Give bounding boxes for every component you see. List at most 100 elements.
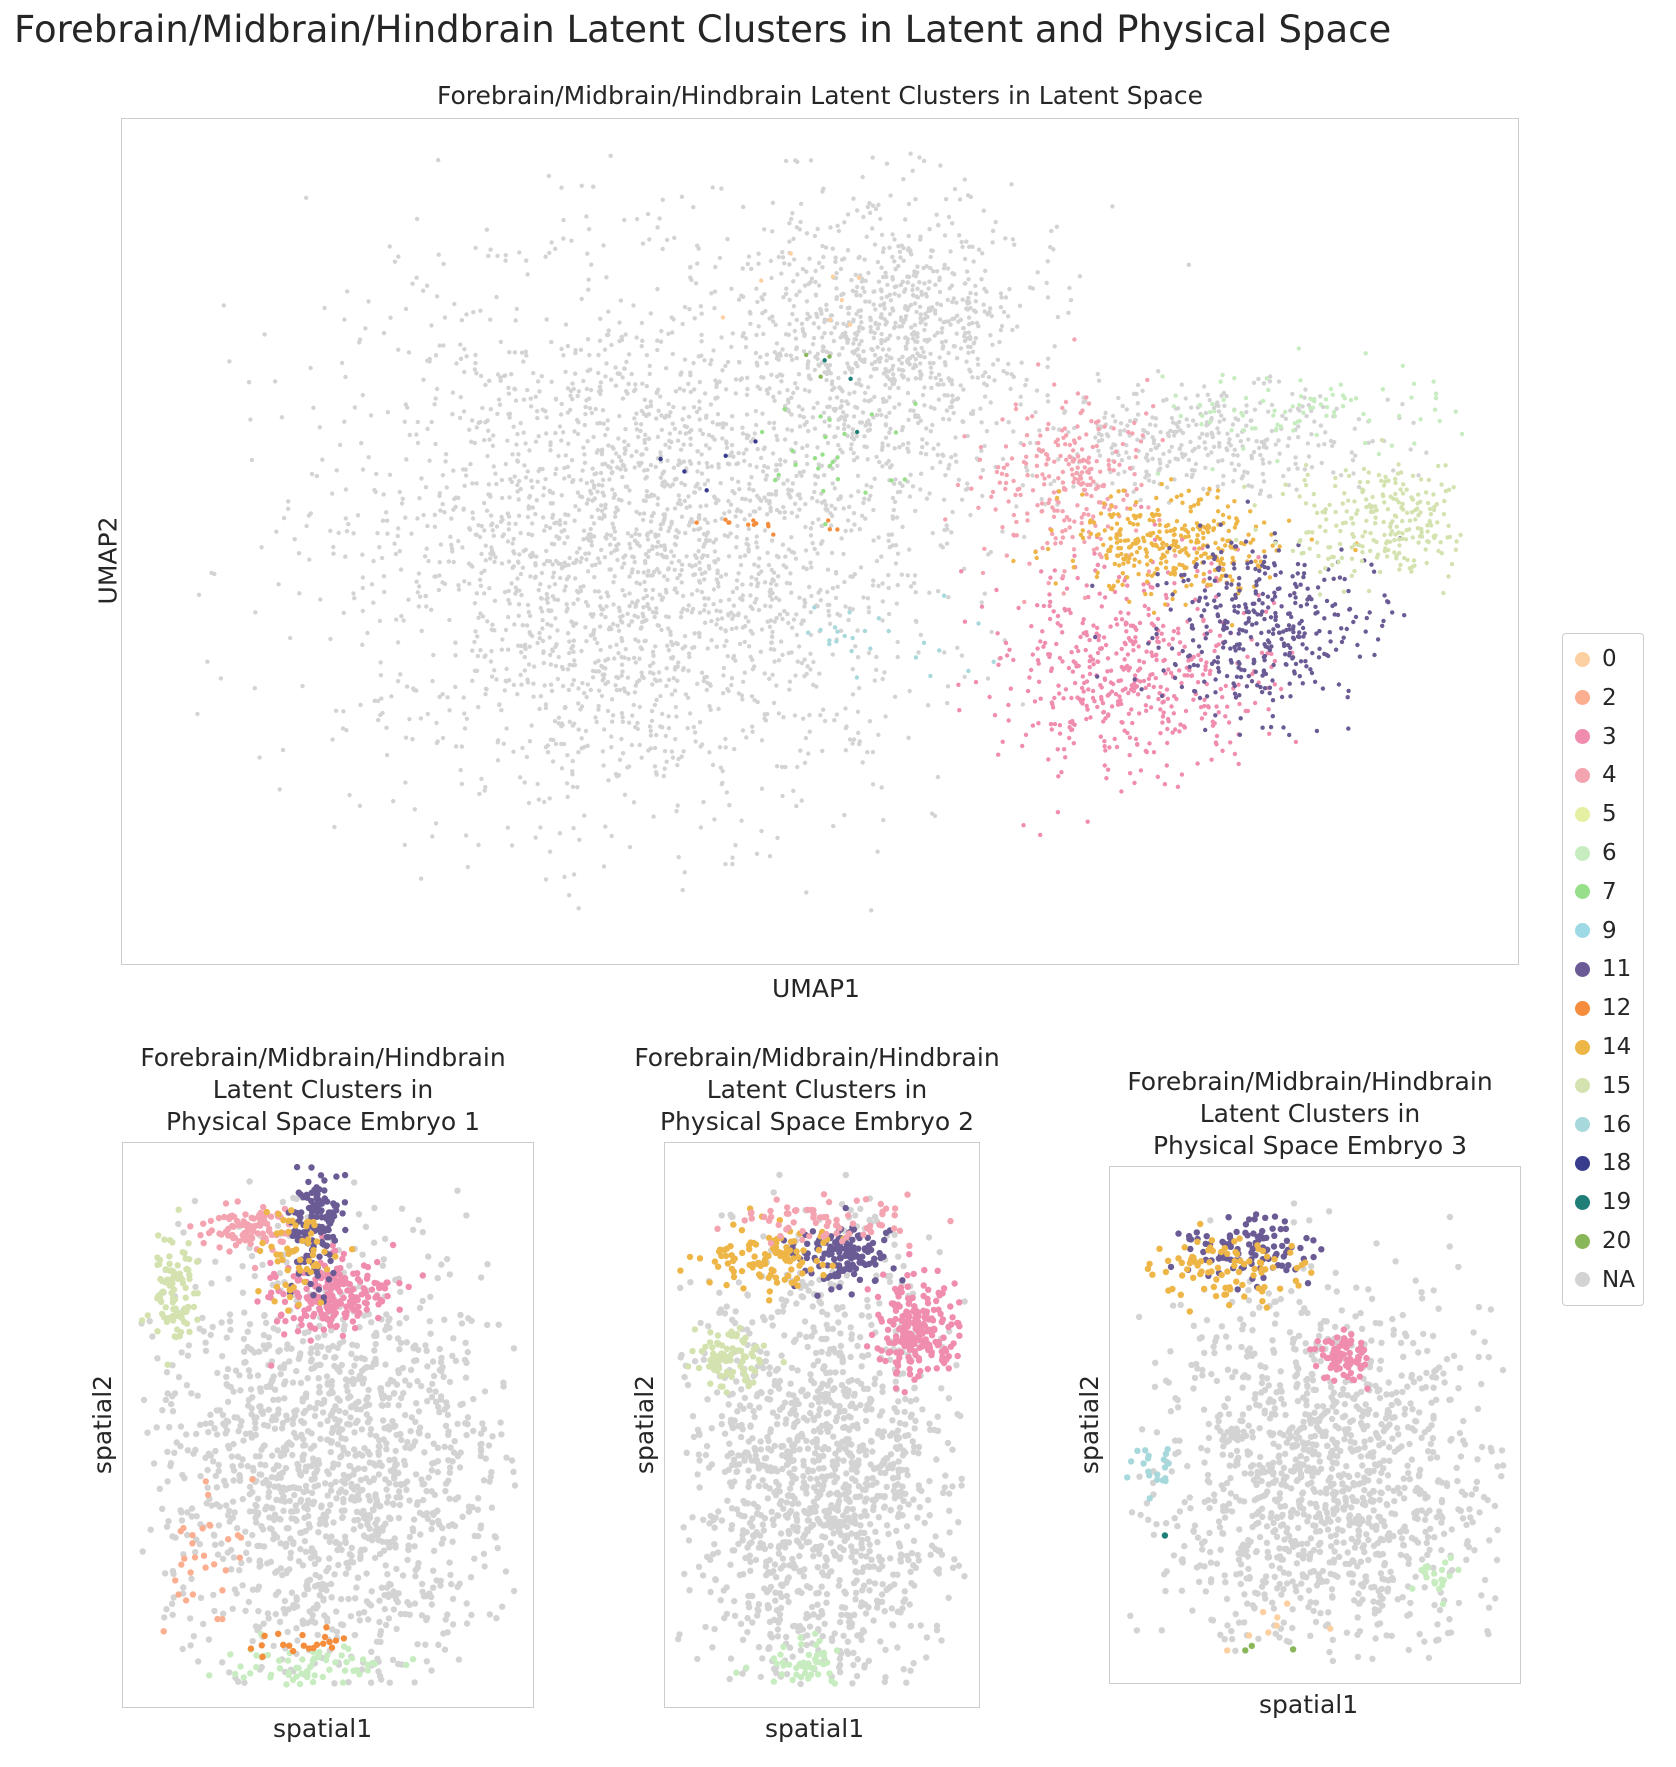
- data-point: [762, 528, 768, 533]
- data-point: [1194, 550, 1200, 555]
- data-point: [554, 534, 559, 539]
- data-point: [1249, 418, 1254, 423]
- data-point: [800, 407, 805, 412]
- data-point: [572, 518, 577, 523]
- data-point: [1257, 445, 1262, 451]
- data-point: [1170, 636, 1176, 642]
- data-point: [564, 781, 570, 786]
- data-point: [949, 283, 955, 288]
- data-point: [1011, 532, 1016, 537]
- data-point: [794, 292, 799, 298]
- data-point: [424, 546, 429, 551]
- data-point: [834, 271, 839, 276]
- data-point: [872, 330, 877, 336]
- data-point: [544, 431, 549, 436]
- data-point: [1271, 627, 1276, 632]
- data-point: [1097, 591, 1102, 596]
- data-point: [536, 797, 542, 802]
- data-point: [1048, 575, 1053, 580]
- data-point: [492, 628, 497, 633]
- data-point: [437, 343, 442, 348]
- data-point: [945, 297, 950, 303]
- data-point: [610, 719, 615, 724]
- data-point: [835, 611, 840, 617]
- data-point: [1225, 504, 1231, 509]
- data-point: [897, 445, 902, 450]
- data-point: [1304, 602, 1310, 607]
- data-point: [589, 514, 594, 519]
- data-point: [603, 658, 608, 663]
- data-point: [366, 299, 371, 304]
- data-point: [627, 541, 632, 547]
- data-point: [924, 264, 929, 269]
- data-point: [824, 377, 829, 383]
- data-point: [797, 595, 802, 600]
- data-point: [1101, 501, 1107, 506]
- data-point: [1137, 559, 1142, 565]
- data-point: [938, 460, 943, 465]
- data-point: [563, 369, 568, 374]
- data-point: [205, 659, 210, 664]
- data-point: [679, 567, 684, 573]
- data-point: [1053, 581, 1058, 586]
- data-point: [482, 528, 487, 533]
- data-point: [833, 595, 839, 601]
- data-point: [935, 774, 941, 780]
- data-point: [783, 459, 788, 464]
- data-point: [747, 309, 753, 315]
- data-point: [471, 310, 476, 315]
- data-point: [768, 505, 773, 511]
- data-point: [754, 534, 759, 539]
- data-point: [976, 505, 981, 510]
- data-point: [781, 295, 786, 300]
- data-point: [643, 588, 648, 593]
- data-point: [913, 357, 918, 362]
- scatter-canvas: [195, 151, 1465, 913]
- data-point: [1293, 600, 1298, 606]
- data-point: [787, 679, 793, 684]
- data-point: [701, 799, 706, 805]
- data-point: [556, 654, 561, 660]
- data-point: [683, 431, 688, 436]
- data-point: [559, 346, 564, 352]
- data-point: [1353, 453, 1358, 458]
- data-point: [790, 357, 795, 362]
- data-point: [494, 294, 499, 300]
- data-point: [649, 492, 654, 497]
- data-point: [1143, 547, 1148, 552]
- data-point: [754, 422, 759, 428]
- data-point: [1139, 687, 1144, 692]
- data-point: [724, 638, 729, 644]
- data-point: [985, 676, 991, 681]
- data-point: [905, 390, 911, 396]
- data-point: [397, 489, 402, 495]
- data-point: [1220, 537, 1225, 542]
- data-point: [625, 531, 631, 536]
- data-point: [950, 299, 955, 305]
- data-point: [892, 291, 897, 296]
- data-point: [1095, 570, 1100, 575]
- data-point: [678, 502, 684, 507]
- data-point: [965, 481, 970, 486]
- data-point: [966, 295, 971, 301]
- data-point: [701, 678, 706, 684]
- data-point: [1004, 371, 1010, 376]
- data-point: [1086, 455, 1092, 460]
- data-point: [635, 726, 640, 732]
- data-point: [355, 513, 361, 518]
- data-point: [698, 504, 703, 509]
- data-point: [1135, 536, 1140, 542]
- data-point: [906, 274, 912, 280]
- data-point: [328, 636, 333, 642]
- data-point: [662, 415, 668, 420]
- data-point: [617, 320, 622, 325]
- data-point: [540, 638, 546, 644]
- data-point: [461, 695, 466, 700]
- data-point: [1184, 417, 1189, 422]
- data-point: [1119, 720, 1124, 725]
- data-point: [645, 602, 650, 607]
- data-point: [571, 560, 576, 566]
- data-point: [1035, 503, 1040, 508]
- data-point: [740, 425, 745, 430]
- data-point: [499, 708, 504, 713]
